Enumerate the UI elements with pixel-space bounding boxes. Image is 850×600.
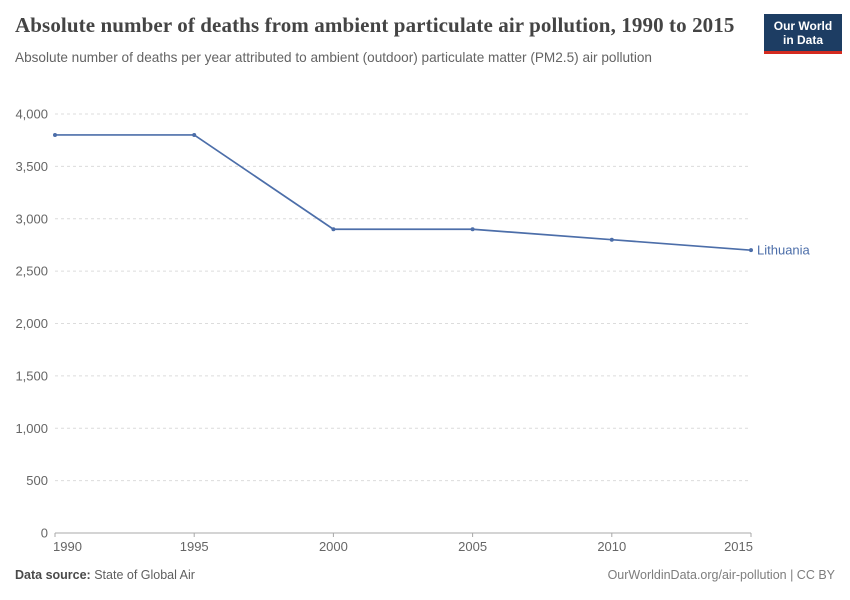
- series-line: [55, 134, 752, 252]
- y-tick-label: 1,500: [15, 368, 48, 383]
- chart-footer: Data source: State of Global Air OurWorl…: [15, 568, 835, 582]
- data-point: [609, 237, 614, 242]
- chart-subtitle: Absolute number of deaths per year attri…: [15, 50, 652, 65]
- citation-link[interactable]: OurWorldinData.org/air-pollution | CC BY: [607, 568, 835, 582]
- y-tick-label: 2,500: [15, 264, 48, 279]
- x-tick-label: 2005: [458, 539, 487, 554]
- data-point: [192, 132, 197, 137]
- y-tick-label: 500: [26, 473, 48, 488]
- owid-logo-line1: Our World: [773, 19, 833, 33]
- x-tick-label: 2000: [319, 539, 348, 554]
- y-tick-label: 2,000: [15, 316, 48, 331]
- y-tick-label: 0: [41, 526, 48, 541]
- data-source: Data source: State of Global Air: [15, 568, 195, 582]
- x-tick-label: 1990: [53, 539, 82, 554]
- y-tick-label: 3,500: [15, 159, 48, 174]
- series-label: Lithuania: [757, 243, 811, 258]
- y-tick-label: 4,000: [15, 107, 48, 122]
- x-tick-label: 2015: [724, 539, 753, 554]
- page-title: Absolute number of deaths from ambient p…: [15, 13, 735, 37]
- data-point: [749, 248, 753, 253]
- data-source-value: State of Global Air: [90, 568, 195, 582]
- data-point: [470, 227, 475, 232]
- owid-logo[interactable]: Our World in Data: [764, 14, 842, 54]
- data-source-label: Data source:: [15, 568, 91, 582]
- data-point: [331, 227, 336, 232]
- chart-header: Absolute number of deaths from ambient p…: [15, 12, 745, 67]
- y-tick-label: 1,000: [15, 421, 48, 436]
- y-tick-label: 3,000: [15, 211, 48, 226]
- owid-logo-line2: in Data: [782, 33, 823, 47]
- x-tick-label: 2010: [597, 539, 626, 554]
- x-tick-label: 1995: [180, 539, 209, 554]
- data-point: [53, 132, 57, 137]
